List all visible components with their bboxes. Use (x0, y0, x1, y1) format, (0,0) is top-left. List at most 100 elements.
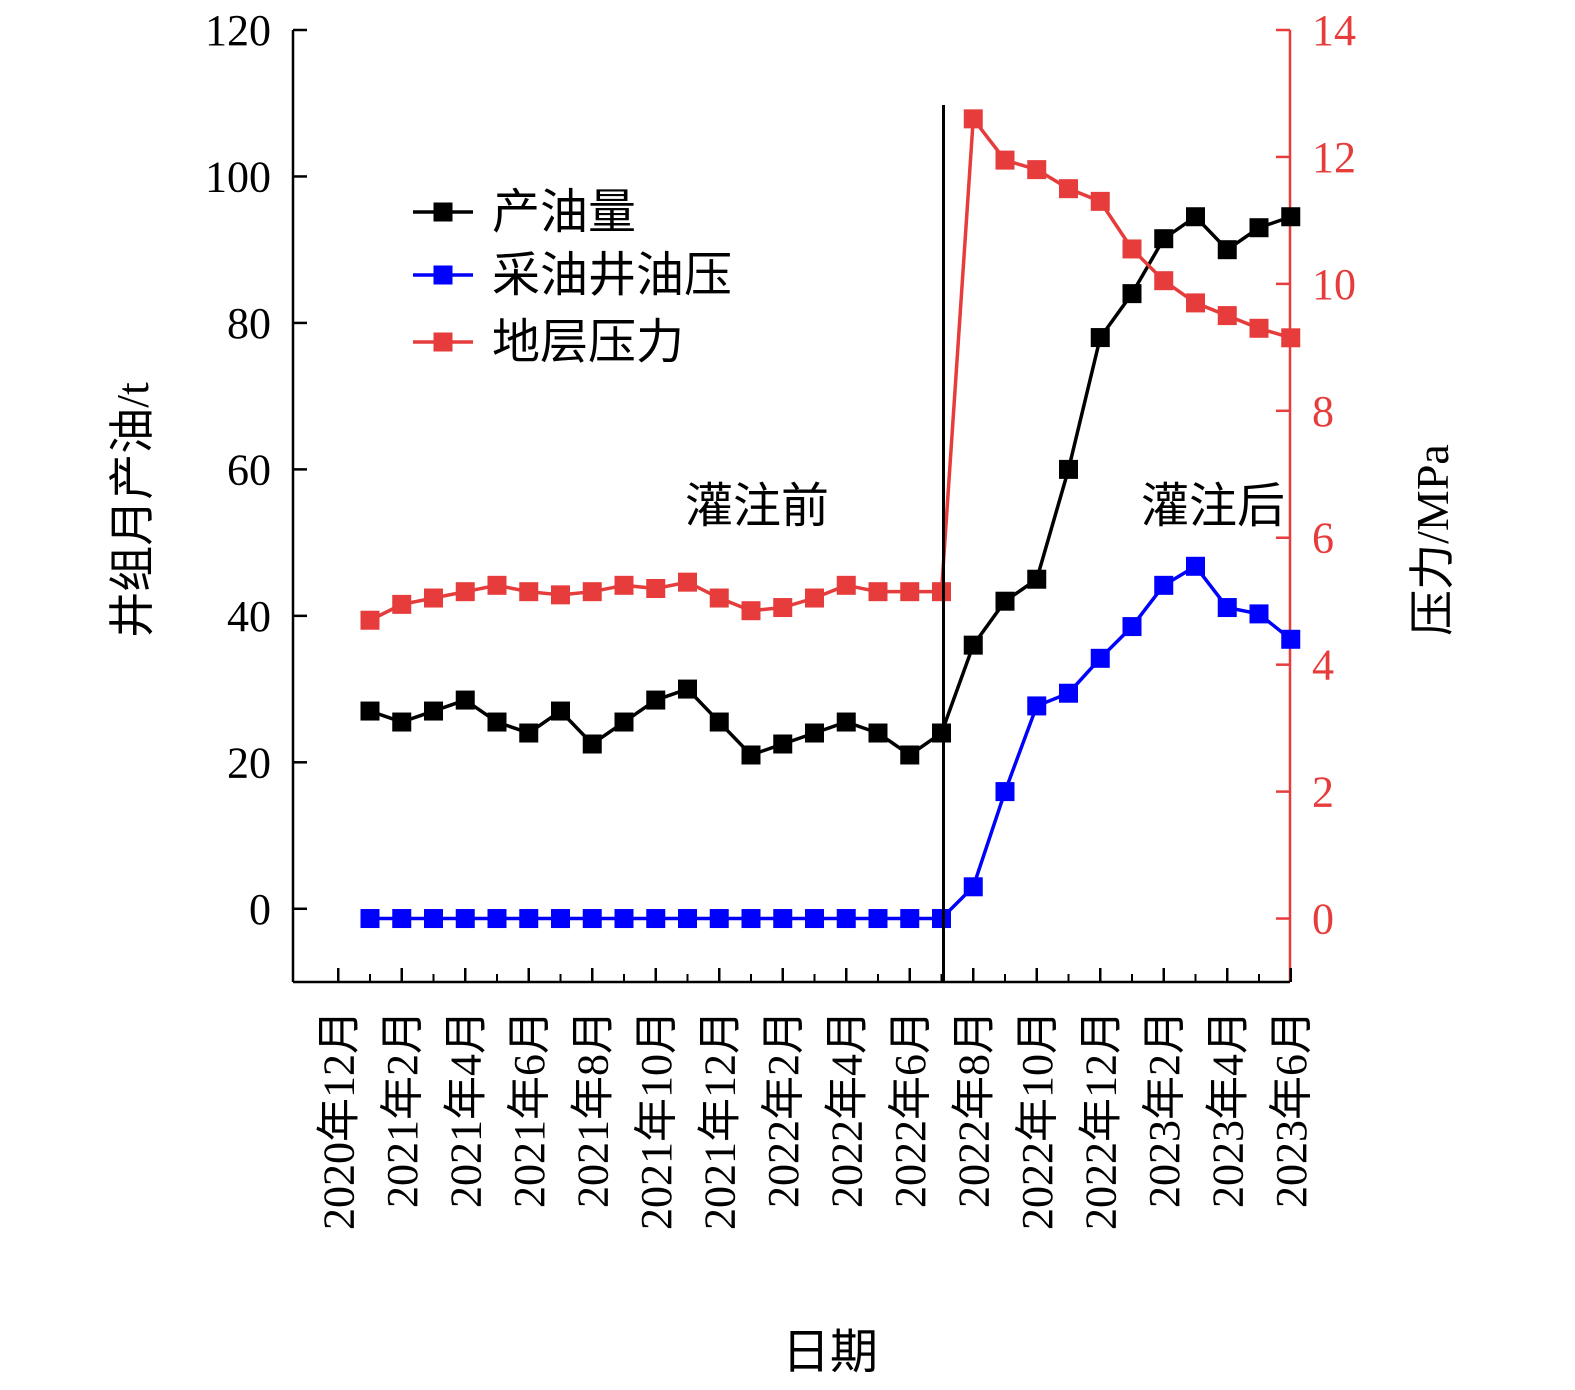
data-point-1 (360, 909, 380, 929)
data-point-1 (646, 909, 666, 929)
data-point-2 (995, 150, 1015, 170)
data-point-0 (741, 745, 761, 765)
x-tick-label: 2022年4月 (822, 1010, 871, 1208)
x-tick-label: 2021年10月 (632, 1010, 681, 1230)
data-point-0 (1186, 207, 1205, 227)
data-point-1 (932, 909, 951, 929)
x-tick-label: 2023年4月 (1203, 1010, 1252, 1208)
data-point-1 (741, 909, 761, 929)
y-right-tick-label: 14 (1312, 6, 1356, 55)
data-point-2 (1090, 191, 1110, 211)
data-point-0 (1027, 569, 1047, 589)
data-point-0 (1249, 218, 1269, 238)
data-point-0 (424, 701, 443, 721)
data-point-2 (1027, 160, 1047, 180)
x-tick-label: 2021年4月 (441, 1010, 490, 1208)
data-point-1 (1217, 598, 1237, 618)
data-point-2 (709, 588, 729, 608)
data-point-2 (932, 582, 951, 602)
x-tick-label: 2023年2月 (1140, 1010, 1189, 1208)
data-point-2 (455, 582, 475, 602)
data-point-1 (1186, 556, 1205, 576)
x-tick-label: 2023年6月 (1267, 1010, 1316, 1208)
data-point-2 (1217, 306, 1237, 326)
x-tick-label: 2022年12月 (1076, 1010, 1125, 1230)
data-point-0 (1122, 284, 1142, 304)
data-point-0 (614, 712, 634, 732)
data-point-0 (1154, 229, 1174, 249)
data-point-2 (360, 610, 380, 630)
data-point-0 (678, 679, 697, 699)
series-group (360, 109, 1301, 929)
data-point-1 (1122, 617, 1142, 637)
x-tick-label: 2021年8月 (568, 1010, 617, 1208)
data-point-1 (1090, 648, 1110, 668)
data-point-2 (392, 594, 412, 614)
y-right-tick-label: 8 (1312, 387, 1334, 436)
data-point-0 (455, 690, 475, 710)
data-point-0 (519, 723, 539, 743)
data-point-0 (868, 723, 888, 743)
data-point-1 (487, 909, 507, 929)
data-point-0 (646, 690, 666, 710)
data-point-1 (773, 909, 793, 929)
data-point-2 (1281, 328, 1301, 348)
data-point-1 (805, 909, 824, 929)
data-point-0 (963, 635, 983, 655)
data-point-1 (1059, 683, 1078, 703)
data-point-2 (614, 575, 634, 595)
y-left-tick-label: 20 (227, 738, 271, 787)
y-left-tick-label: 40 (227, 592, 271, 641)
y-left-tick-label: 0 (249, 885, 271, 934)
x-tick-label: 2022年10月 (1013, 1010, 1062, 1230)
data-point-2 (836, 575, 856, 595)
y-right-title: 压力/MPa (1407, 444, 1458, 636)
data-point-0 (1217, 240, 1237, 260)
data-point-2 (1186, 293, 1205, 313)
y-left-title: 井组月产油/t (107, 382, 158, 638)
data-point-1 (836, 909, 856, 929)
data-point-2 (741, 601, 761, 621)
data-point-1 (1249, 604, 1269, 624)
y-right-tick-label: 12 (1312, 133, 1356, 182)
data-point-1 (678, 909, 697, 929)
x-tick-label: 2021年6月 (505, 1010, 554, 1208)
data-point-1 (1027, 696, 1047, 716)
data-point-0 (360, 701, 380, 721)
x-tick-label: 2021年2月 (378, 1010, 427, 1208)
data-point-2 (1059, 179, 1078, 199)
data-point-2 (678, 572, 697, 592)
data-point-1 (519, 909, 539, 929)
annotations: 灌注前 灌注后 (685, 105, 1285, 982)
data-point-2 (551, 585, 570, 605)
data-point-2 (487, 575, 507, 595)
x-tick-label: 2022年2月 (759, 1010, 808, 1208)
data-point-1 (614, 909, 634, 929)
data-point-2 (1249, 318, 1269, 338)
label-after: 灌注后 (1141, 480, 1285, 533)
data-point-1 (868, 909, 888, 929)
data-point-0 (805, 723, 824, 743)
data-point-0 (773, 734, 793, 754)
data-point-0 (1281, 207, 1301, 227)
data-point-2 (424, 588, 443, 608)
data-point-0 (1090, 328, 1110, 348)
y-left-tick-label: 100 (205, 152, 271, 201)
y-right-tick-label: 10 (1312, 260, 1356, 309)
data-point-1 (995, 782, 1015, 802)
data-point-1 (900, 909, 920, 929)
data-point-1 (709, 909, 729, 929)
data-point-0 (932, 723, 951, 743)
y-right-tick-label: 4 (1312, 641, 1334, 690)
y-right-tick-label: 0 (1312, 895, 1334, 944)
data-point-1 (1154, 575, 1174, 595)
data-point-0 (995, 591, 1015, 611)
y-right-tick-label: 2 (1312, 768, 1334, 817)
data-point-0 (709, 712, 729, 732)
label-before: 灌注前 (685, 480, 829, 533)
data-point-0 (1059, 459, 1078, 479)
data-point-0 (836, 712, 856, 732)
data-point-0 (487, 712, 507, 732)
